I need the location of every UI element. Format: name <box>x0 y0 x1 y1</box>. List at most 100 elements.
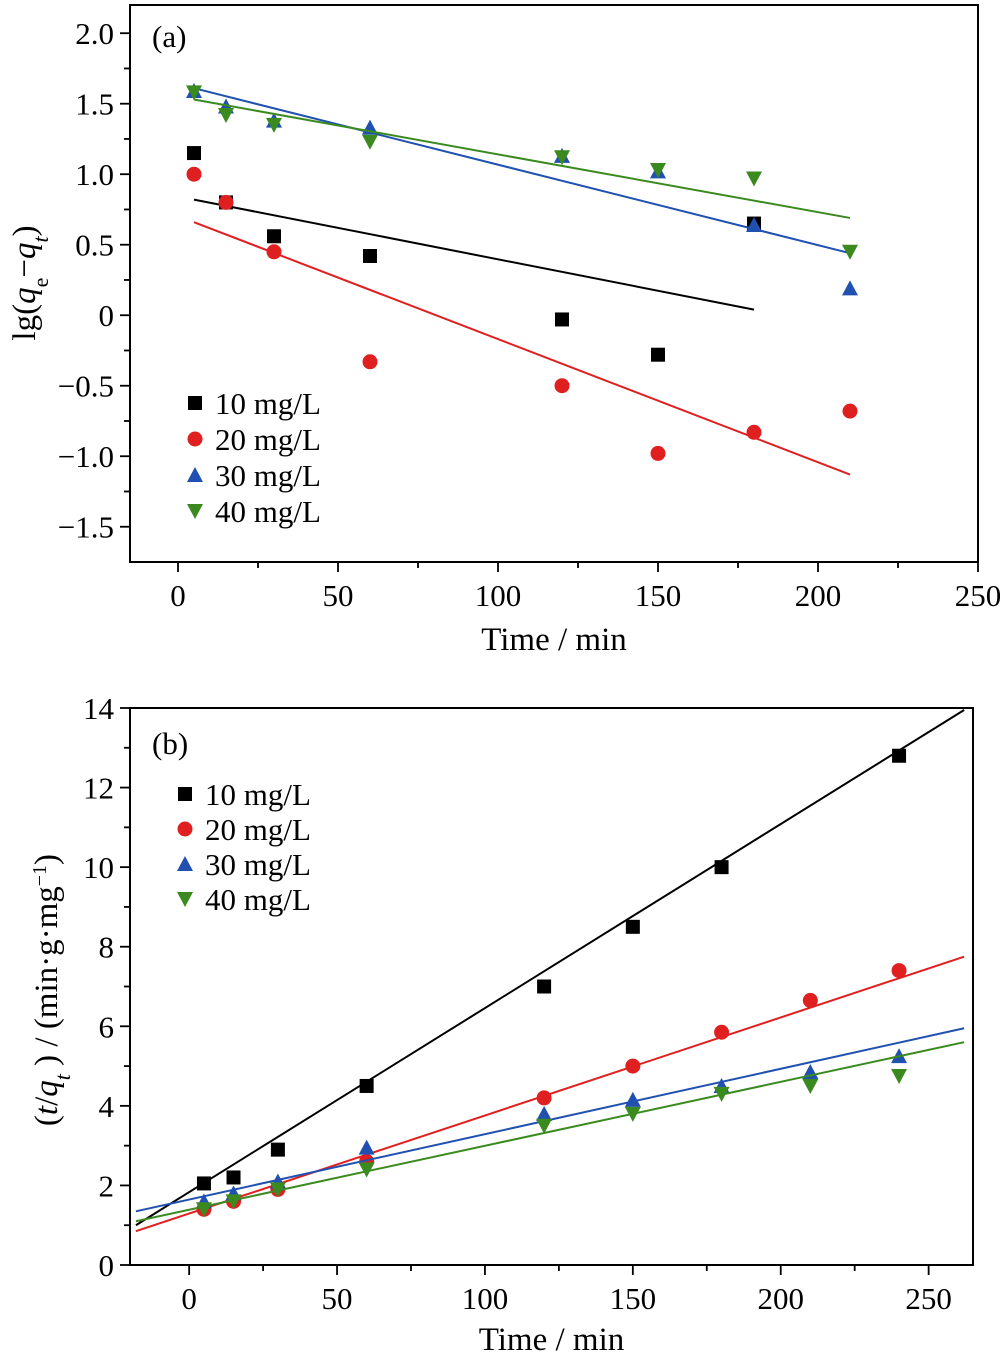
y-tick-label: 6 <box>99 1009 115 1044</box>
data-point <box>714 1024 730 1040</box>
y-tick-label: 0 <box>99 1248 115 1283</box>
fit-line <box>193 87 851 255</box>
fit-line <box>193 198 755 311</box>
x-tick-label: 0 <box>181 1281 197 1316</box>
data-point <box>187 146 201 161</box>
data-point <box>714 860 729 875</box>
fit-line <box>135 1041 965 1223</box>
data-point <box>270 1142 285 1157</box>
series-20-mg-l <box>186 166 858 476</box>
data-point <box>186 166 202 182</box>
ylabel-part: ( <box>29 1115 65 1126</box>
data-point <box>842 244 858 260</box>
y-axis-label: lg(qe−qt) <box>7 225 53 340</box>
x-axis-label: Time / min <box>479 1322 625 1357</box>
data-point <box>195 1202 212 1218</box>
data-point <box>746 171 762 187</box>
data-point <box>358 1162 375 1178</box>
y-tick-label: 0 <box>99 298 115 333</box>
series-40-mg-l <box>186 85 858 260</box>
ylabel-part: t <box>50 1073 75 1080</box>
data-point <box>362 134 378 150</box>
data-point <box>362 354 378 370</box>
y-axis-label: (t/qt ) / (min·g·mg−1) <box>29 854 75 1126</box>
data-point <box>226 1170 241 1185</box>
y-tick-label: −1.5 <box>58 510 114 545</box>
ylabel-part: ) <box>7 225 43 236</box>
x-tick-label: 150 <box>610 1281 657 1316</box>
legend-marker <box>187 431 203 447</box>
legend-label: 10 mg/L <box>215 386 321 421</box>
series-10-mg-l <box>135 709 965 1227</box>
panel-label: (a) <box>152 19 186 54</box>
y-tick-label: 2 <box>99 1168 115 1203</box>
data-point <box>650 445 666 461</box>
data-point <box>554 150 570 166</box>
data-point <box>802 1078 819 1094</box>
legend-marker <box>187 504 203 519</box>
y-tick-label: −0.5 <box>58 369 114 404</box>
data-point <box>266 244 282 260</box>
panel-label: (b) <box>152 726 188 761</box>
series-40-mg-l <box>135 1041 965 1223</box>
legend-label: 40 mg/L <box>215 494 321 529</box>
data-point <box>650 162 666 178</box>
data-point <box>218 194 234 210</box>
data-point <box>225 1194 242 1210</box>
legend-marker <box>177 821 193 837</box>
y-tick-label: 1.0 <box>75 157 114 192</box>
ylabel-part: ) / (min·g·mg <box>29 886 65 1074</box>
data-point <box>218 107 234 123</box>
data-point <box>624 1091 641 1107</box>
ylabel-part: q <box>7 243 43 260</box>
x-tick-label: 0 <box>170 578 186 613</box>
data-point <box>746 216 762 232</box>
chart-panel-a: 0 50 100 150 200 250 2.0 1.5 1.0 0.5 0 −0.5 −1.0 −1.5… <box>7 4 1000 658</box>
x-tick-label: 100 <box>475 578 522 613</box>
ylabel-part: q <box>7 287 43 304</box>
fit-line <box>135 709 965 1227</box>
y-tick-label: 12 <box>83 771 114 806</box>
data-point <box>196 1176 211 1191</box>
legend-label: 10 mg/L <box>205 777 311 812</box>
data-point <box>555 312 569 327</box>
data-point <box>713 1086 730 1102</box>
fit-line <box>193 98 851 219</box>
legend-label: 30 mg/L <box>205 847 311 882</box>
data-point <box>536 1105 553 1121</box>
y-tick-label: 8 <box>99 930 115 965</box>
data-point <box>536 1090 552 1106</box>
legend-label: 20 mg/L <box>205 812 311 847</box>
x-tick-label: 50 <box>322 1281 353 1316</box>
data-point <box>746 424 762 440</box>
y-tick-label: 14 <box>83 691 115 726</box>
data-point <box>537 979 552 994</box>
data-point <box>624 1106 641 1122</box>
y-tick-label: 2.0 <box>75 16 114 51</box>
x-tick-label: 200 <box>757 1281 804 1316</box>
ylabel-part: q <box>29 1080 65 1097</box>
data-point <box>892 748 907 763</box>
x-axis-label: Time / min <box>481 622 627 658</box>
legend-marker <box>177 892 193 907</box>
data-point <box>842 403 858 419</box>
data-point <box>651 347 665 362</box>
data-point <box>802 992 818 1008</box>
y-tick-label: −1.0 <box>58 439 114 474</box>
plot-frame <box>129 4 979 563</box>
x-tick-label: 150 <box>635 578 682 613</box>
ylabel-part: t <box>28 236 53 243</box>
ylabel-part: lg( <box>7 304 43 341</box>
y-tick-label: 0.5 <box>75 228 114 263</box>
legend-marker <box>188 396 202 410</box>
ylabel-part: / <box>29 1096 65 1106</box>
series-20-mg-l <box>135 955 965 1233</box>
x-tick-label: 100 <box>462 1281 509 1316</box>
data-point <box>891 1069 908 1085</box>
ylabel-part: − <box>7 259 43 278</box>
data-point <box>186 85 202 101</box>
x-tick-label: 50 <box>323 578 354 613</box>
legend-marker <box>187 467 203 482</box>
